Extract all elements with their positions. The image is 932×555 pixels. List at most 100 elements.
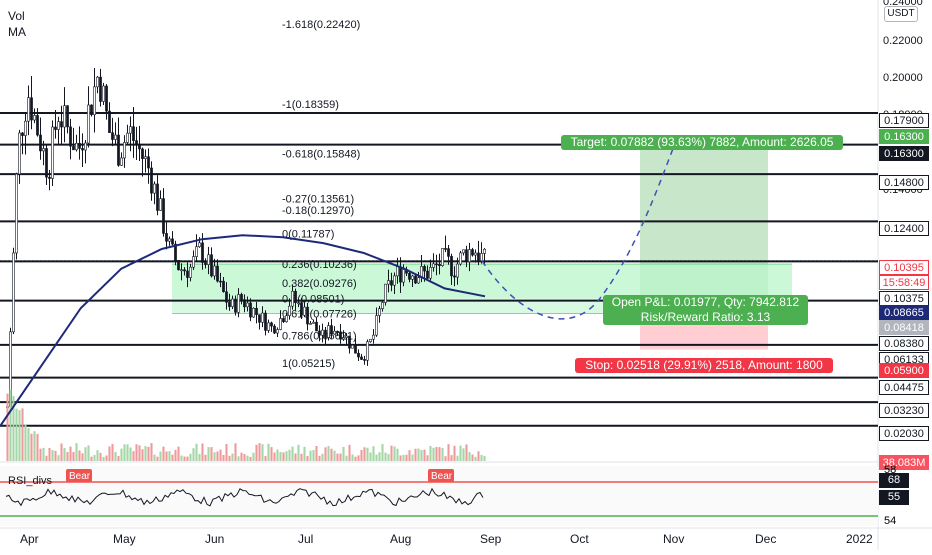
- price-tick-label: 0.20000: [883, 72, 923, 84]
- time-axis-label[interactable]: Nov: [663, 532, 684, 546]
- price-tag[interactable]: 0.04475: [879, 380, 929, 395]
- volume-bar: [378, 452, 381, 461]
- volume-bar: [30, 433, 33, 461]
- indicator-legend: Vol MA: [8, 8, 26, 40]
- price-tag[interactable]: 0.08418: [879, 320, 929, 335]
- candle-body: [474, 252, 477, 256]
- price-tag[interactable]: 0.08380: [879, 336, 929, 351]
- fib-label[interactable]: 0.5(0.08501): [282, 293, 344, 305]
- candle-body: [444, 248, 447, 250]
- candle-body: [84, 142, 87, 151]
- volume-bar: [204, 454, 207, 461]
- candle-body: [63, 105, 66, 128]
- time-axis-label[interactable]: Aug: [390, 532, 411, 546]
- fib-label[interactable]: -0.618(0.15848): [282, 148, 360, 160]
- rsi-tag[interactable]: 68: [879, 473, 909, 488]
- volume-bar: [144, 446, 147, 461]
- fib-label[interactable]: -1(0.18359): [282, 99, 339, 111]
- candle-body: [447, 248, 450, 257]
- candle-body: [417, 277, 420, 284]
- fib-label[interactable]: 0(0.11787): [282, 229, 334, 241]
- candle-body: [327, 325, 330, 338]
- volume-bar: [90, 456, 93, 461]
- volume-bar: [459, 445, 462, 461]
- price-tag[interactable]: 0.10375: [879, 291, 929, 306]
- volume-bar: [165, 451, 168, 461]
- volume-bar: [339, 453, 342, 461]
- time-axis-label[interactable]: Apr: [20, 532, 39, 546]
- time-axis-label[interactable]: Jun: [205, 532, 224, 546]
- fib-label[interactable]: -0.18(0.12970): [282, 205, 354, 217]
- time-axis-label[interactable]: Jul: [298, 532, 313, 546]
- volume-bar: [132, 451, 135, 461]
- candle-body: [456, 263, 459, 278]
- volume-bar: [159, 451, 162, 461]
- price-tag[interactable]: 0.16300: [879, 129, 929, 144]
- ma-legend[interactable]: MA: [8, 25, 26, 39]
- candle-body: [387, 280, 390, 285]
- price-tag[interactable]: 38.083M: [879, 455, 929, 470]
- volume-bar: [171, 454, 174, 461]
- price-tag[interactable]: 0.12400: [879, 221, 929, 236]
- candle-body: [66, 105, 69, 128]
- candle-body: [450, 256, 453, 277]
- volume-bar: [162, 446, 165, 461]
- time-axis-label[interactable]: Sep: [480, 532, 502, 546]
- time-axis-label[interactable]: Dec: [755, 532, 776, 546]
- moving-average-line: [0, 234, 486, 427]
- volume-bar: [213, 452, 216, 461]
- fib-label[interactable]: 0.618(0.07726): [282, 309, 357, 321]
- volume-bar: [219, 449, 222, 461]
- price-tag[interactable]: 0.17900: [879, 113, 929, 128]
- time-axis-label[interactable]: May: [113, 532, 136, 546]
- candle-body: [396, 266, 399, 277]
- price-tag[interactable]: 0.10395: [879, 260, 929, 275]
- volume-bar: [351, 454, 354, 461]
- fib-label[interactable]: 0.382(0.09276): [282, 278, 357, 290]
- fib-label[interactable]: 0.236(0.10236): [282, 259, 357, 271]
- price-tag[interactable]: 0.14800: [879, 175, 929, 190]
- price-tag[interactable]: 0.02030: [879, 426, 929, 441]
- candle-body: [174, 243, 177, 261]
- volume-bar: [72, 451, 75, 461]
- volume-bar: [228, 455, 231, 461]
- fib-label[interactable]: 1(0.05215): [282, 358, 335, 370]
- bear-badge: [66, 469, 92, 482]
- candle-body: [333, 330, 336, 335]
- fib-label[interactable]: -1.618(0.22420): [282, 19, 360, 31]
- candle-body: [177, 259, 180, 271]
- volume-bar: [186, 456, 189, 461]
- price-tag[interactable]: 0.08665: [879, 305, 929, 320]
- candle-body: [201, 242, 204, 263]
- fib-label[interactable]: -0.27(0.13561): [282, 194, 354, 206]
- rsi-tag[interactable]: 55: [879, 490, 909, 505]
- candle-body: [435, 263, 438, 266]
- volume-legend[interactable]: Vol: [8, 9, 25, 23]
- price-tag[interactable]: 0.05900: [879, 363, 929, 378]
- price-tag[interactable]: 0.16300: [879, 146, 929, 161]
- volume-bar: [261, 444, 264, 461]
- candle-body: [345, 335, 348, 338]
- candle-body: [33, 115, 36, 121]
- candle-body: [477, 252, 480, 262]
- volume-bar: [441, 448, 444, 461]
- price-tag[interactable]: 0.03230: [879, 403, 929, 418]
- price-tag[interactable]: 15:58:49: [879, 275, 929, 290]
- currency-badge[interactable]: USDT: [884, 6, 918, 22]
- volume-bar: [243, 453, 246, 461]
- volume-bar: [411, 454, 414, 461]
- volume-bar: [60, 443, 63, 461]
- candle-body: [309, 323, 312, 325]
- candle-body: [24, 120, 27, 136]
- volume-bar: [297, 444, 300, 461]
- time-axis-label[interactable]: 2022: [846, 532, 873, 546]
- volume-bar: [444, 456, 447, 461]
- volume-bar: [312, 450, 315, 461]
- volume-bar: [96, 450, 99, 461]
- candle-body: [258, 314, 261, 323]
- time-axis-label[interactable]: Oct: [570, 532, 589, 546]
- candle-body: [267, 322, 270, 331]
- volume-bar: [315, 445, 318, 461]
- volume-bar: [282, 452, 285, 461]
